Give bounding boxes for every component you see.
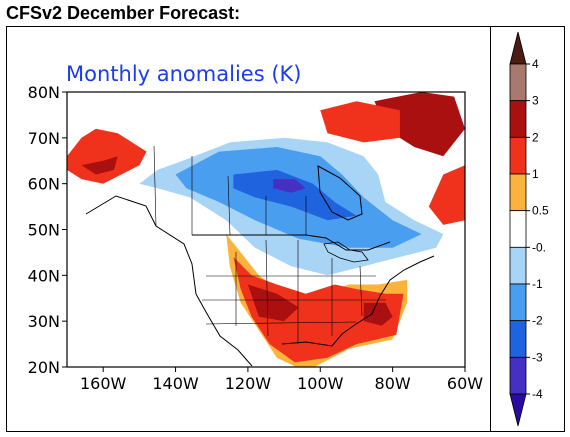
anomaly-region-labrador-warm [428,165,465,225]
colorbar-bin [509,31,527,65]
colorbar-bin [509,100,527,138]
y-tick-label: 70N [28,129,60,148]
colorbar-label: -4 [532,387,543,401]
hudson-bay-outline [317,165,363,221]
great-lakes-outline [323,241,369,263]
colorbar-bin [509,136,527,175]
colorbar-label: 0.5 [532,204,549,218]
colorbar-bin [509,356,527,395]
colorbar-bin [509,63,527,102]
colorbar-label: 3 [532,94,539,108]
x-tick-label: 120W [225,374,272,393]
anomaly-region-southeast-warm-strong [363,302,393,326]
anomaly-region-alaska-warm-strong [67,128,147,184]
y-tick-label: 50N [28,221,60,240]
colorbar-bin [509,283,527,322]
colorbar-bins [509,31,527,427]
coastline-pacific [85,195,253,367]
longitude-axis: 160W 140W 120W 100W 80W 60W [80,367,483,393]
colorbar-bin [509,393,527,427]
colorbar-label: -1 [532,277,543,291]
colorbar-label: 2 [532,130,539,144]
us-state-lines [202,239,386,344]
anomaly-region-canada-cold-core [273,179,306,193]
x-tick-label: 80W [375,374,411,393]
y-tick-label: 30N [28,312,60,331]
anomaly-region-us-warm-strong [247,284,299,322]
colorbar: 4 3 2 1 0.5 -0. -1 -2 -3 -4 [509,31,549,427]
x-tick-label: 140W [152,374,199,393]
colorbar-bin [509,210,527,248]
us-canada-border [192,234,391,251]
y-tick-label: 20N [28,358,60,377]
colorbar-label: -2 [532,314,543,328]
x-tick-label: 160W [80,374,127,393]
latitude-axis: 80N 70N 60N 50N 40N 30N 20N [28,83,67,377]
anomaly-fields [67,92,465,367]
y-tick-label: 60N [28,175,60,194]
colorbar-label: 1 [532,167,539,181]
colorbar-label: -0. [532,240,546,254]
anomaly-region-us-warm-moderate [233,257,404,363]
anomaly-region-greenland-arctic-warm [374,92,465,157]
political-boundaries [85,145,435,367]
y-tick-label: 40N [28,266,60,285]
anomaly-map: Monthly anomalies (K) 160W 140W 120W 100W 80… [28,62,484,393]
colorbar-label: -3 [532,350,543,364]
colorbar-labels: 4 3 2 1 0.5 -0. -1 -2 -3 -4 [526,57,549,401]
canada-province-lines [153,145,307,236]
colorbar-bin [509,173,527,212]
map-title: Monthly anomalies (K) [66,62,301,86]
anomaly-region-northern-canada-warm [320,101,400,143]
x-tick-label: 100W [297,374,344,393]
frame-divider [490,26,491,432]
y-tick-label: 80N [28,83,60,102]
anomaly-region-alaska-warm-core [81,156,118,175]
colorbar-bin [509,246,527,285]
page-title: CFSv2 December Forecast: [6,3,241,23]
x-tick-label: 60W [447,374,483,393]
colorbar-bin [509,320,527,358]
anomaly-region-canada-cold-strong [233,169,357,221]
colorbar-label: 4 [532,57,539,71]
coastline-gulf-atlantic [281,255,435,347]
